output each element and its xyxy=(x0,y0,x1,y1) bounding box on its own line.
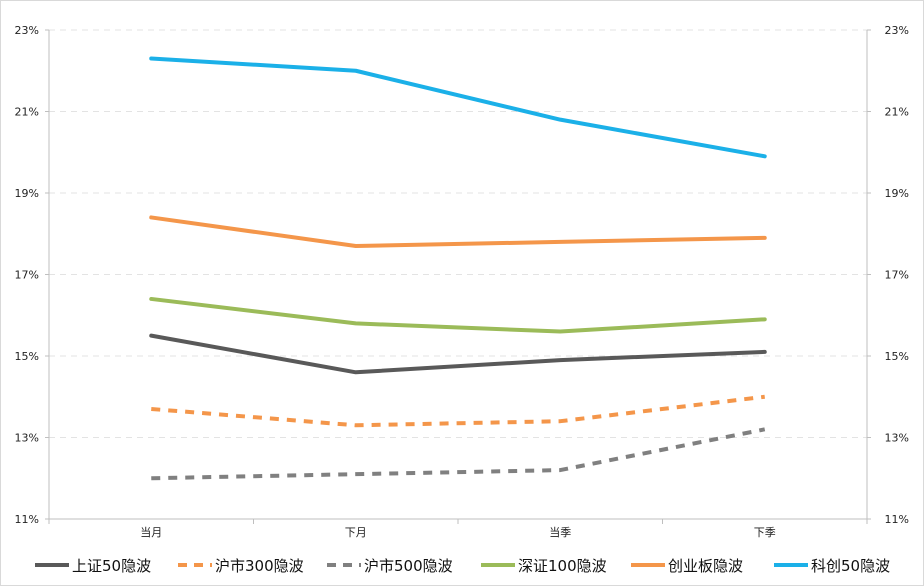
x-tick-label: 下月 xyxy=(345,526,367,539)
y-tick-label-left: 19% xyxy=(15,187,39,200)
y-tick-label-left: 13% xyxy=(15,432,39,445)
y-tick-label-left: 11% xyxy=(15,513,39,526)
y-tick-label-right: 21% xyxy=(885,106,909,119)
y-tick-label-right: 23% xyxy=(885,24,909,37)
x-tick-label: 当月 xyxy=(140,525,162,539)
series-line-3 xyxy=(151,427,766,481)
axes: 11% 11% 13% 13% 15% 15% 17% 17% 19% 19% 21% 21% 23% 2… xyxy=(15,24,909,539)
legend-label: 沪市500隐波 xyxy=(364,557,453,575)
series-line-4 xyxy=(149,296,767,334)
legend-label: 科创50隐波 xyxy=(811,557,890,575)
y-tick-label-right: 13% xyxy=(885,432,909,445)
y-tick-label-right: 11% xyxy=(885,513,909,526)
series-line-2 xyxy=(151,394,765,428)
series-lines xyxy=(149,56,767,481)
gridlines xyxy=(49,29,867,438)
legend-label: 创业板隐波 xyxy=(668,557,743,575)
y-tick-label-right: 15% xyxy=(885,350,909,363)
legend-label: 深证100隐波 xyxy=(518,557,607,575)
legend: 上证50隐波 沪市300隐波 沪市500隐波 深证100隐波 创业板隐波 科创50隐波 xyxy=(35,557,890,575)
y-tick-label-right: 19% xyxy=(885,187,909,200)
y-tick-label-left: 15% xyxy=(15,350,39,363)
series-line-6 xyxy=(149,56,767,159)
y-tick-label-left: 17% xyxy=(15,269,39,282)
y-tick-label-left: 21% xyxy=(15,106,39,119)
x-tick-label: 下季 xyxy=(754,526,776,539)
series-line-1 xyxy=(149,333,767,375)
y-tick-label-right: 17% xyxy=(885,269,909,282)
legend-label: 沪市300隐波 xyxy=(215,557,304,575)
x-tick-label: 当季 xyxy=(549,525,571,539)
legend-label: 上证50隐波 xyxy=(72,557,151,575)
series-line-5 xyxy=(149,215,767,248)
y-tick-label-left: 23% xyxy=(15,24,39,37)
